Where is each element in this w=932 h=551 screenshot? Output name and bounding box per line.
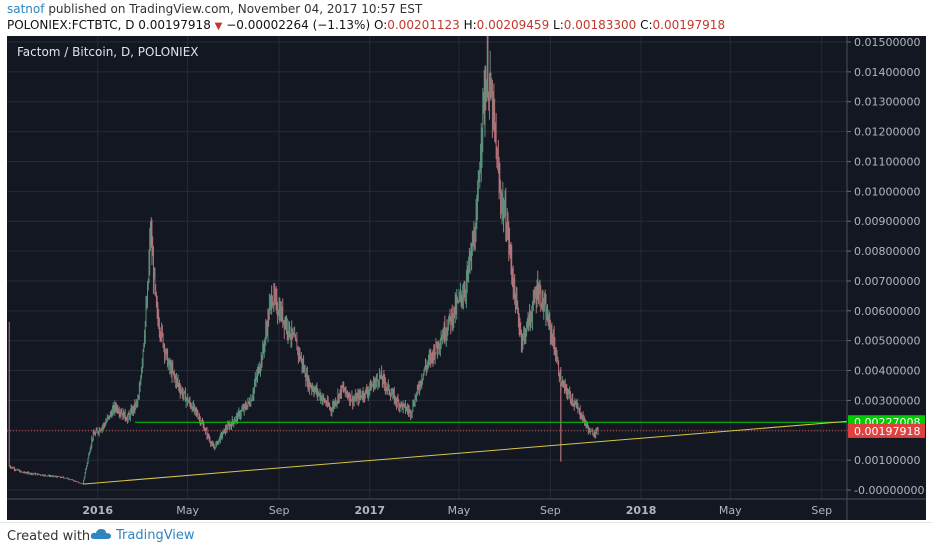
brand-name: TradingView xyxy=(116,528,195,543)
author-link[interactable]: satnof xyxy=(7,2,45,16)
publish-info: satnof published on TradingView.com, Nov… xyxy=(7,2,422,16)
symbol-label: POLONIEX:FCTBTC, D xyxy=(7,18,135,32)
y-tick-label: -0.00000000 xyxy=(854,484,924,497)
y-tick-label: 0.00500000 xyxy=(854,335,920,348)
y-tick-label: 0.00600000 xyxy=(854,305,920,318)
chart-frame[interactable]: 0.01500000 0.01400000 0.01300000 0.01200000… xyxy=(7,28,926,520)
price-axis-panel xyxy=(847,36,926,520)
x-tick-label: May xyxy=(448,504,471,517)
open-value: 0.00201123 xyxy=(387,18,460,32)
footer: Created with TradingView xyxy=(0,522,932,551)
x-tick-label: Sep xyxy=(811,504,832,517)
published-text: published on TradingView.com, November 0… xyxy=(48,2,423,16)
y-tick-label: 0.01500000 xyxy=(854,36,920,49)
y-tick-label: 0.01200000 xyxy=(854,126,920,139)
x-tick-label: May xyxy=(719,504,742,517)
x-tick-label: 2016 xyxy=(82,504,113,517)
x-tick-label: Sep xyxy=(540,504,561,517)
x-tick-label: May xyxy=(176,504,199,517)
y-tick-label: 0.00900000 xyxy=(854,215,920,228)
last-price-tag-label: 0.00197918 xyxy=(854,425,920,438)
high-value: 0.00209459 xyxy=(476,18,550,32)
y-tick-label: 0.01100000 xyxy=(854,155,920,168)
y-tick-label: 0.01400000 xyxy=(854,66,920,79)
x-tick-label: 2018 xyxy=(626,504,657,517)
last-price-tag-box xyxy=(848,423,925,438)
y-tick-label: 0.00300000 xyxy=(854,394,920,407)
x-tick-label: Sep xyxy=(269,504,290,517)
tradingview-link[interactable]: TradingView xyxy=(90,528,195,543)
candles xyxy=(8,28,599,485)
cloud-logo-icon xyxy=(90,529,111,539)
overlays xyxy=(7,420,848,485)
chart-title: Factom / Bitcoin, D, POLONIEX xyxy=(17,45,199,59)
y-tick-label: 0.00100000 xyxy=(854,454,920,467)
high-label: H: xyxy=(463,18,477,32)
last-price: 0.00197918 xyxy=(138,18,211,32)
change-down-icon: ▼ xyxy=(214,21,223,32)
close-label: C: xyxy=(640,18,653,32)
price-chart[interactable]: 0.01500000 0.01400000 0.01300000 0.01200000… xyxy=(7,28,926,520)
created-with-text: Created with xyxy=(7,529,91,544)
axes: 0.01500000 0.01400000 0.01300000 0.01200000… xyxy=(7,36,926,520)
trend-line xyxy=(82,420,848,485)
open-label: O: xyxy=(373,18,388,32)
change-value: −0.00002264 (−1.13%) xyxy=(226,18,371,32)
low-value: 0.00183300 xyxy=(563,18,637,32)
y-tick-label: 0.00700000 xyxy=(854,275,920,288)
y-tick-label: 0.00400000 xyxy=(854,365,920,378)
low-label: L: xyxy=(553,18,564,32)
close-value: 0.00197918 xyxy=(652,18,726,32)
y-tick-label: 0.01000000 xyxy=(854,185,920,198)
x-tick-label: 2017 xyxy=(354,504,385,517)
y-tick-label: 0.00800000 xyxy=(854,245,920,258)
ohlc-bar: POLONIEX:FCTBTC, D 0.00197918 ▼ −0.00002… xyxy=(7,18,725,32)
y-tick-label: 0.01300000 xyxy=(854,96,920,109)
